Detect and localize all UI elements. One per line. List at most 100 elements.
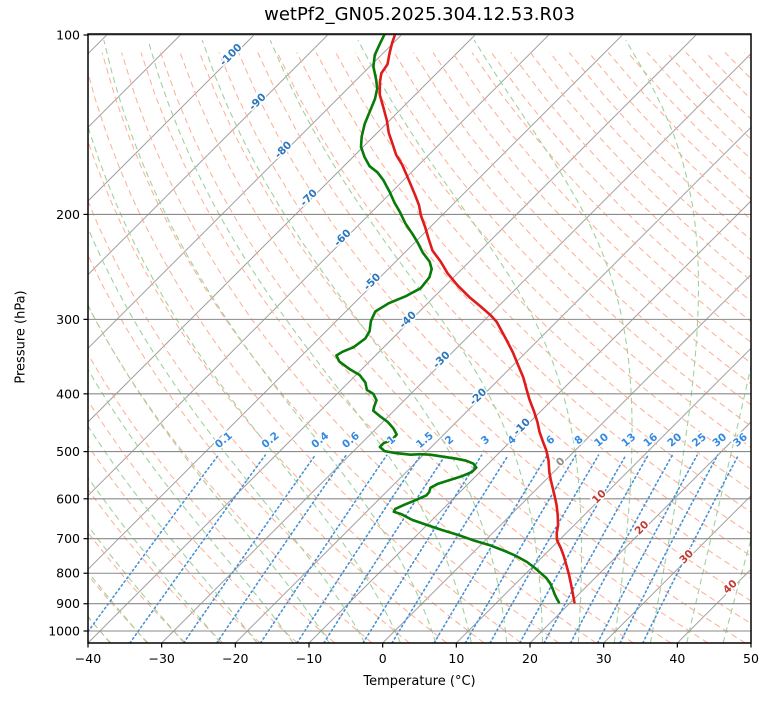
dry-adiabat-line (101, 52, 559, 643)
plot-area: -100-90-80-70-60-50-40-30-20-10010203040… (0, 34, 775, 643)
mixing-ratio-label: 20 (665, 431, 684, 450)
dewpoint-curve (335, 34, 561, 604)
mixing-ratio-line (391, 454, 510, 643)
isotherm-line (88, 34, 624, 571)
mixing-ratio-label: 1.5 (414, 430, 436, 451)
mixing-ratio-label: 0.4 (309, 430, 331, 451)
mixing-ratio-line (619, 454, 719, 643)
dry-adiabat-line (724, 52, 751, 80)
moist-adiabat-line (88, 226, 366, 643)
mixing-ratio-line (464, 454, 577, 643)
isotherm-line (88, 34, 403, 350)
dry-adiabat-line (764, 53, 775, 643)
isotherm-label: -50 (361, 271, 383, 293)
moist-adiabat-line (201, 39, 508, 643)
mixing-ratio-line (543, 454, 649, 643)
mixing-ratio-line (596, 454, 698, 643)
y-tick-label: 100 (56, 28, 80, 43)
mixing-ratio-label: 0.6 (340, 430, 362, 451)
mixing-ratio-line (259, 454, 388, 643)
mixing-ratio-line (569, 454, 674, 643)
isotherm-line (529, 421, 751, 643)
page-title: wetPf2_GN05.2025.304.12.53.R03 (264, 4, 575, 25)
dry-adiabat-line (88, 444, 261, 643)
dry-adiabat-line (568, 52, 751, 241)
isotherm-label: -10 (511, 416, 533, 438)
mixing-ratio-label: 3 (479, 433, 492, 447)
mixing-ratio-label: 0.1 (213, 430, 235, 451)
x-tick-label: 40 (669, 651, 685, 666)
y-tick-label: 500 (56, 444, 80, 459)
x-tick-label: −20 (222, 651, 248, 666)
mixing-ratio-label: 2 (443, 433, 456, 447)
plot-border (87, 33, 752, 644)
dry-adiabat-line (490, 52, 751, 323)
isotherm-line (88, 34, 698, 643)
isotherm-line (88, 34, 256, 202)
mixing-ratio-label: 6 (544, 433, 557, 447)
mixing-ratio-label: 0.2 (260, 430, 282, 451)
dry-adiabat-line (88, 139, 485, 643)
y-tick-label: 200 (56, 207, 80, 222)
y-axis-label: Pressure (hPa) (13, 290, 29, 384)
mixing-ratio-line (216, 454, 347, 643)
mixing-ratio-line (489, 454, 600, 643)
moist-adiabat-line (760, 40, 775, 643)
dry-adiabat-line (88, 199, 447, 643)
dry-adiabat-line (198, 52, 746, 643)
dry-adiabat-line (179, 52, 709, 643)
isotherm-line (88, 34, 477, 423)
isotherm-label: 30 (677, 548, 696, 567)
moist-adiabat-line (88, 425, 258, 643)
mixing-ratio-line (362, 454, 483, 643)
temperature-curve (378, 34, 576, 604)
y-tick-label: 800 (56, 566, 80, 581)
isotherm-line (161, 52, 751, 643)
x-tick-label: −10 (296, 651, 322, 666)
x-axis-label: Temperature (°C) (363, 674, 476, 689)
moist-adiabat-line (473, 39, 633, 643)
dry-adiabat-line (88, 254, 410, 643)
x-tick-label: 0 (379, 651, 387, 666)
x-tick-label: 50 (743, 651, 759, 666)
dry-adiabat-line (549, 52, 751, 261)
isotherm-line (676, 568, 751, 643)
dry-adiabat-line (218, 52, 751, 625)
dry-adiabat-line (121, 52, 597, 643)
moist-adiabat-line (88, 476, 222, 643)
mixing-ratio-line (129, 454, 267, 643)
isotherm-line (382, 273, 751, 643)
dry-adiabat-line (413, 52, 751, 406)
dry-adiabat-line (296, 52, 751, 535)
isotherm-line (88, 34, 551, 497)
y-tick-label: 1000 (48, 624, 80, 639)
isotherm-line (88, 34, 330, 276)
dry-adiabat-line (393, 52, 751, 427)
x-tick-label: 20 (522, 651, 538, 666)
moist-adiabat-line (88, 304, 330, 643)
moist-adiabat-line (0, 40, 73, 643)
isotherm-line (308, 200, 751, 643)
mixing-ratio-line (642, 454, 740, 643)
dry-adiabat-line (374, 52, 751, 449)
mixing-ratio-label: 8 (572, 433, 585, 447)
dry-adiabat-line (315, 52, 751, 513)
mixing-ratio-label: 36 (731, 431, 750, 450)
isotherm-label: -70 (298, 187, 320, 209)
x-tick-label: 10 (448, 651, 464, 666)
isotherm-line (234, 126, 751, 643)
isotherm-label: 40 (721, 578, 740, 597)
mixing-ratio-label: 25 (690, 431, 709, 450)
mixing-ratio-label: 16 (641, 431, 660, 450)
isotherm-label: -100 (217, 41, 244, 68)
moist-adiabat-line (147, 39, 472, 643)
mixing-ratio-label: 10 (592, 431, 611, 450)
moist-adiabat-line (103, 39, 437, 643)
dry-adiabat-line (705, 52, 751, 100)
y-tick-label: 600 (56, 491, 80, 506)
dry-adiabat-line (646, 52, 751, 160)
dry-adiabat-line (452, 52, 751, 364)
dry-adiabat-line (160, 52, 671, 643)
